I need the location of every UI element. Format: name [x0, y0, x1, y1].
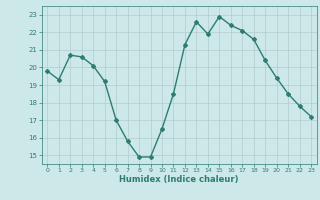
X-axis label: Humidex (Indice chaleur): Humidex (Indice chaleur)	[119, 175, 239, 184]
